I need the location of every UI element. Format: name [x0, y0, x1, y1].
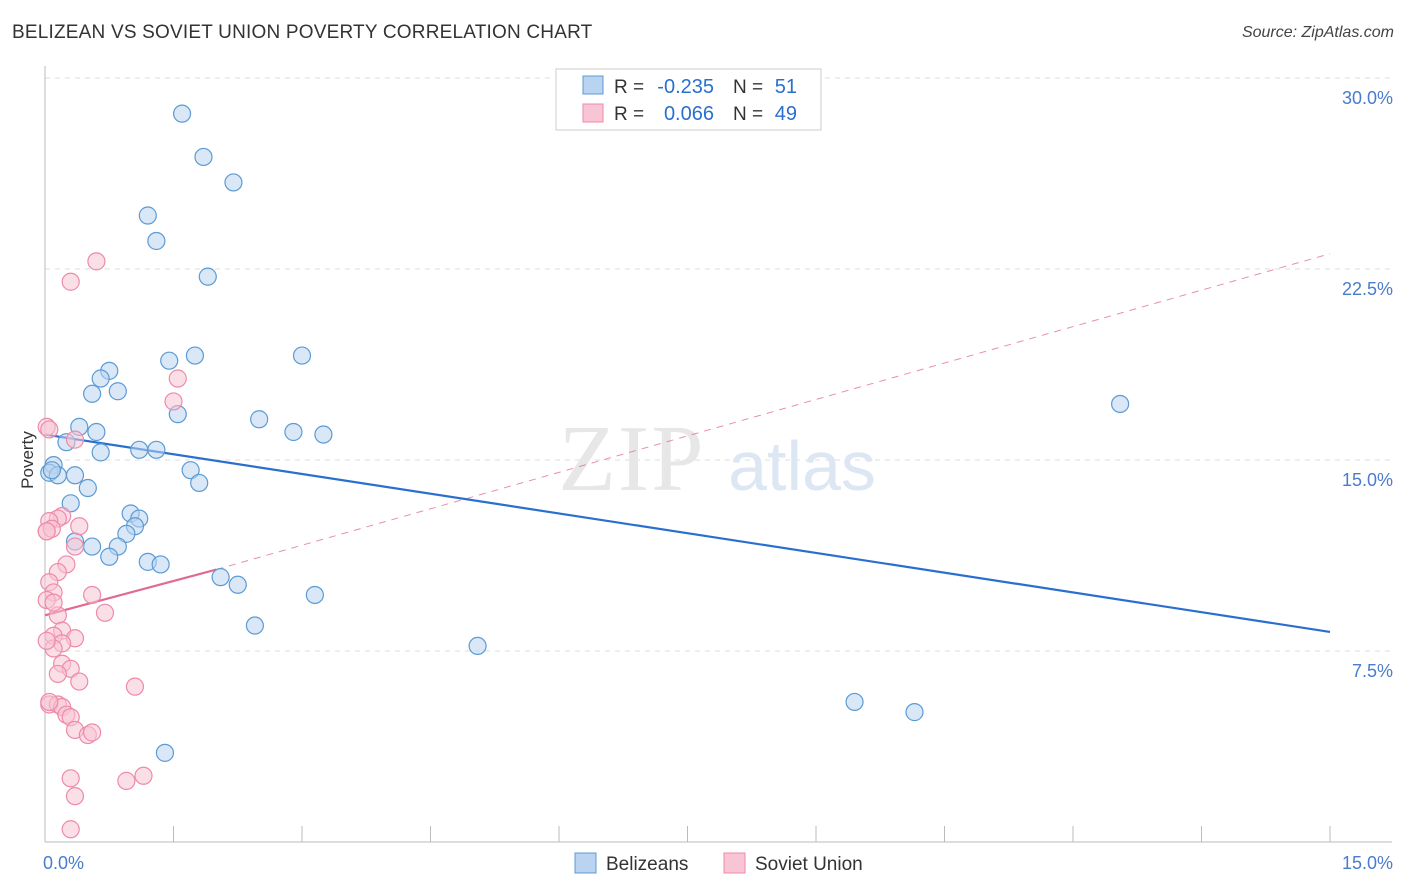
belizeans-point-20	[91, 443, 110, 462]
belizeans-point-50	[42, 461, 61, 480]
belizeans-point-45	[468, 636, 487, 656]
tick-labels: 7.5% 15.0% 22.5% 30.0% 0.0% 15.0%	[43, 88, 1393, 873]
belizeans-point-34	[117, 524, 136, 543]
belizeans-point-41	[211, 568, 230, 587]
chart-title: BELIZEAN VS SOVIET UNION POVERTY CORRELA…	[12, 22, 593, 43]
soviet-union-point-6	[40, 420, 59, 439]
soviet-union-point-45	[40, 692, 59, 712]
source-attribution: Source: ZipAtlas.com	[1241, 24, 1394, 41]
belizeans-point-42	[228, 575, 247, 594]
stats-r-value-2: 0.066	[664, 103, 714, 125]
soviet-union-point-0	[87, 252, 106, 271]
soviet-union-point-40	[61, 769, 80, 788]
stats-n-value-1: 51	[775, 76, 797, 98]
soviet-union-point-4	[65, 430, 85, 449]
soviet-union-point-3	[164, 392, 183, 411]
belizeans-point-18	[314, 425, 333, 444]
belizeans-point-3	[138, 206, 157, 225]
belizeans-point-7	[185, 346, 205, 365]
belizeans-point-49	[155, 743, 175, 762]
belizeans-point-12	[83, 384, 102, 403]
stats-n-label-1: N =	[733, 77, 763, 98]
soviet-union-point-13	[65, 537, 85, 556]
series-soviet-union	[37, 252, 187, 839]
soviet-union-point-47	[37, 631, 56, 650]
belizeans-point-17	[284, 422, 303, 442]
soviet-union-point-41	[134, 766, 153, 785]
watermark-atlas: atlas	[728, 427, 876, 505]
soviet-union-point-20	[95, 603, 115, 622]
stats-r-label-1: R =	[614, 77, 644, 98]
belizeans-point-4	[147, 231, 166, 251]
belizeans-point-29	[78, 478, 97, 498]
y-tick-label-0: 7.5%	[1352, 661, 1393, 681]
belizeans-point-21	[130, 440, 149, 459]
belizeans-point-44	[245, 616, 264, 635]
y-tick-label-2: 22.5%	[1342, 279, 1393, 299]
x-tick-label-1: 15.0%	[1342, 853, 1393, 873]
trend-line-soviet-union	[44, 568, 217, 617]
soviet-union-point-48	[37, 522, 56, 541]
stats-n-label-2: N =	[733, 104, 763, 125]
soviet-union-point-31	[125, 677, 145, 696]
soviet-union-point-44	[61, 820, 80, 839]
legend-swatch-soviet-union	[723, 852, 746, 874]
watermark-zip: ZIP	[559, 407, 706, 511]
y-axis-label: Poverty	[18, 431, 37, 489]
soviet-union-point-30	[70, 672, 89, 691]
belizeans-point-10	[91, 369, 110, 388]
soviet-union-point-29	[48, 664, 67, 684]
belizeans-point-8	[292, 346, 312, 365]
belizeans-point-48	[905, 703, 924, 722]
belizeans-point-28	[190, 473, 209, 493]
trend-line-soviet-union-extended	[216, 253, 1331, 570]
soviet-union-point-43	[65, 787, 85, 806]
soviet-union-point-1	[61, 272, 80, 291]
trend-lines	[44, 253, 1331, 633]
belizeans-point-36	[83, 537, 102, 556]
watermark: ZIP atlas	[559, 407, 876, 511]
belizeans-point-5	[198, 267, 217, 286]
x-tick-label-0: 0.0%	[43, 853, 84, 873]
belizeans-point-14	[250, 410, 269, 429]
soviet-union-point-42	[117, 771, 136, 790]
belizeans-point-30	[61, 494, 80, 513]
grid-lines	[45, 77, 1392, 652]
belizeans-point-16	[87, 422, 106, 442]
belizeans-point-43	[305, 585, 324, 605]
belizeans-point-2	[224, 173, 243, 192]
belizeans-point-1	[194, 147, 213, 167]
soviet-union-point-46	[44, 593, 63, 612]
trend-line-belizeans	[44, 433, 1331, 633]
stats-legend-swatch-pink	[582, 103, 604, 123]
stats-r-value-1: -0.235	[657, 76, 714, 98]
belizeans-point-38	[100, 547, 119, 566]
stats-r-label-2: R =	[614, 104, 644, 125]
soviet-union-point-39	[83, 723, 102, 742]
stats-legend: R = -0.235 N = 51 R = 0.066 N = 49	[555, 68, 822, 131]
belizeans-point-0	[172, 104, 192, 123]
legend-label-belizeans: Belizeans	[606, 854, 688, 875]
soviet-union-point-2	[168, 369, 187, 388]
belizeans-point-26	[65, 466, 85, 485]
belizeans-point-46	[1111, 394, 1130, 414]
legend-swatch-belizeans	[574, 852, 597, 874]
belizeans-point-6	[160, 351, 179, 370]
soviet-union-point-18	[83, 585, 102, 605]
belizeans-point-27	[181, 461, 200, 480]
y-tick-label-1: 15.0%	[1342, 470, 1393, 490]
series-belizeans	[40, 104, 1130, 762]
axes	[44, 66, 1392, 843]
belizeans-point-47	[845, 692, 864, 712]
belizeans-point-40	[151, 555, 170, 574]
stats-n-value-2: 49	[775, 103, 797, 125]
legend-label-soviet-union: Soviet Union	[755, 854, 863, 875]
series-legend: Belizeans Soviet Union	[574, 852, 863, 875]
stats-legend-swatch-blue	[582, 75, 604, 95]
soviet-union-point-10	[70, 517, 89, 536]
belizeans-point-11	[108, 382, 127, 401]
belizeans-point-22	[147, 440, 166, 459]
y-tick-label-3: 30.0%	[1342, 88, 1393, 108]
